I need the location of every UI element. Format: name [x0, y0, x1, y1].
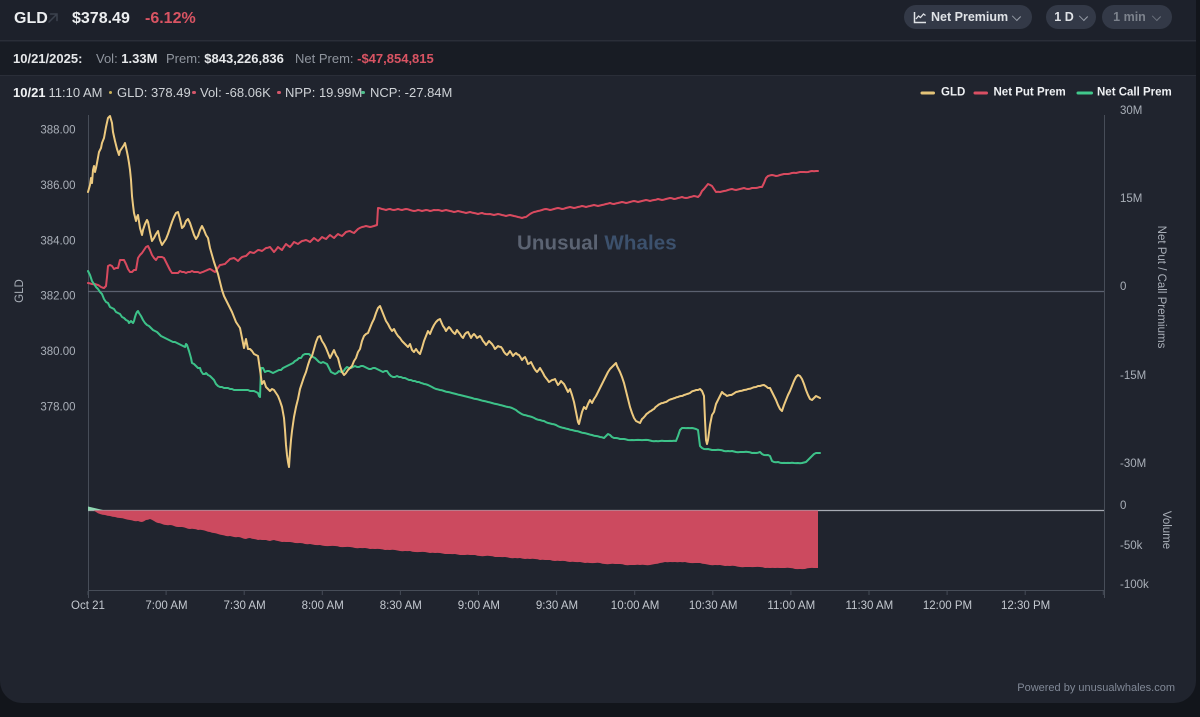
- svg-text:Net Put / Call Premiums: Net Put / Call Premiums: [1155, 226, 1167, 349]
- svg-text:382.00: 382.00: [40, 291, 75, 303]
- svg-text:9:00 AM: 9:00 AM: [458, 600, 500, 612]
- svg-text:Powered by unusualwhales.com: Powered by unusualwhales.com: [1017, 682, 1175, 694]
- svg-text:10:00 AM: 10:00 AM: [611, 600, 660, 612]
- svg-text:Unusual Whales: Unusual Whales: [517, 232, 677, 255]
- svg-text:386.00: 386.00: [40, 180, 75, 192]
- svg-text:Volume: Volume: [1160, 511, 1172, 549]
- svg-text:384.00: 384.00: [40, 236, 75, 248]
- svg-text:10:30 AM: 10:30 AM: [689, 600, 738, 612]
- svg-text:380.00: 380.00: [40, 346, 75, 358]
- svg-text:11:30 AM: 11:30 AM: [846, 600, 894, 612]
- svg-text:8:30 AM: 8:30 AM: [380, 600, 422, 612]
- svg-text:-30M: -30M: [1120, 458, 1146, 470]
- svg-text:388.00: 388.00: [40, 125, 75, 137]
- svg-text:9:30 AM: 9:30 AM: [536, 600, 578, 612]
- svg-text:15M: 15M: [1120, 193, 1142, 205]
- svg-text:0: 0: [1120, 500, 1126, 512]
- svg-text:30M: 30M: [1120, 105, 1142, 117]
- svg-text:-50k: -50k: [1120, 540, 1143, 552]
- svg-text:7:00 AM: 7:00 AM: [145, 600, 187, 612]
- svg-text:378.00: 378.00: [40, 402, 75, 414]
- svg-text:Oct 21: Oct 21: [71, 600, 105, 612]
- svg-text:-15M: -15M: [1120, 370, 1146, 382]
- svg-text:11:00 AM: 11:00 AM: [767, 600, 815, 612]
- svg-text:12:00 PM: 12:00 PM: [923, 600, 972, 612]
- svg-text:GLD: GLD: [941, 87, 965, 99]
- svg-text:8:00 AM: 8:00 AM: [302, 600, 344, 612]
- svg-text:7:30 AM: 7:30 AM: [223, 600, 265, 612]
- svg-text:Net Call Prem: Net Call Prem: [1097, 87, 1172, 99]
- svg-text:12:30 PM: 12:30 PM: [1001, 600, 1050, 612]
- svg-text:-100k: -100k: [1120, 579, 1149, 591]
- svg-text:GLD: GLD: [14, 279, 26, 303]
- svg-text:0: 0: [1120, 281, 1126, 293]
- svg-text:Net Put Prem: Net Put Prem: [994, 87, 1066, 99]
